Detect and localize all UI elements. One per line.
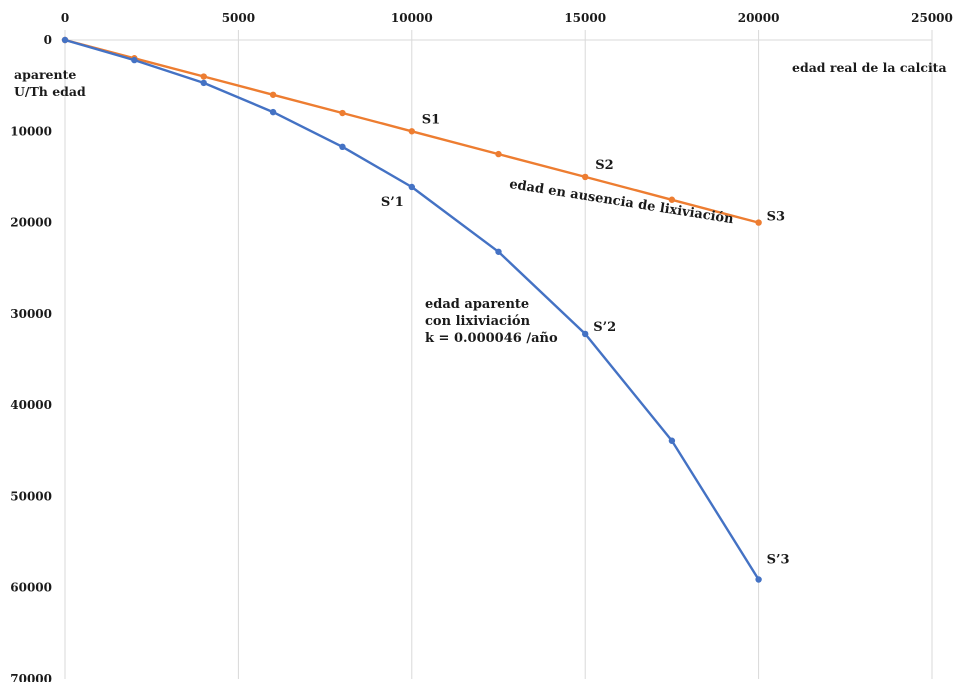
y-axis-label-line-2: U/Th edad [14, 84, 86, 99]
data-point [269, 108, 277, 116]
apparent-age-label-line-1: edad aparente [425, 297, 529, 312]
y-tick-label: 70000 [10, 672, 52, 682]
y-tick-label: 50000 [10, 489, 52, 503]
data-point [755, 576, 762, 583]
x-tick-labels: 0 5000 10000 15000 20000 25000 [61, 11, 953, 25]
data-point [131, 56, 138, 64]
data-point [61, 36, 69, 44]
x-tick-label: 10000 [391, 11, 433, 25]
data-point [495, 248, 502, 255]
point-label: S1 [422, 112, 440, 127]
data-point [200, 73, 207, 80]
series-line [64, 38, 759, 224]
data-point [668, 196, 676, 203]
data-point [339, 143, 346, 151]
x-tick-label: 0 [61, 11, 69, 25]
data-point [495, 150, 502, 158]
data-point [339, 109, 346, 117]
data-point [200, 79, 207, 87]
point-label: S’2 [593, 320, 616, 335]
gridlines [64, 30, 933, 679]
point-label: S’1 [381, 195, 404, 210]
series-lines [61, 36, 762, 583]
x-tick-label: 5000 [222, 11, 255, 25]
series-line [64, 38, 760, 581]
y-tick-label: 0 [44, 33, 52, 47]
point-label: S3 [767, 210, 785, 225]
data-point [408, 183, 415, 191]
point-label: S2 [595, 158, 613, 173]
y-tick-label: 60000 [10, 581, 52, 595]
data-point [408, 128, 415, 135]
series-label: edad en ausencia de lixiviación [508, 177, 735, 227]
y-tick-label: 20000 [10, 216, 52, 230]
data-point [269, 91, 277, 98]
data-point [582, 330, 589, 338]
x-tick-label: 20000 [738, 11, 780, 25]
y-tick-labels: 0 10000 20000 30000 40000 50000 60000 70000 [10, 33, 52, 686]
y-tick-label: 10000 [10, 124, 52, 138]
point-label: S’3 [767, 552, 790, 567]
y-tick-label: 40000 [10, 398, 52, 412]
apparent-age-label-line-2: con lixiviación [425, 314, 531, 329]
y-axis-label-line-1: aparente [14, 67, 76, 82]
data-point [582, 173, 589, 181]
x-tick-label: 15000 [564, 11, 606, 25]
apparent-age-label-line-3: k = 0.000046 /año [425, 331, 558, 346]
data-point [668, 437, 676, 444]
y-tick-label: 30000 [10, 307, 52, 321]
x-tick-label: 25000 [911, 11, 953, 25]
data-point [755, 219, 762, 226]
x-axis-label: edad real de la calcita [792, 60, 947, 75]
